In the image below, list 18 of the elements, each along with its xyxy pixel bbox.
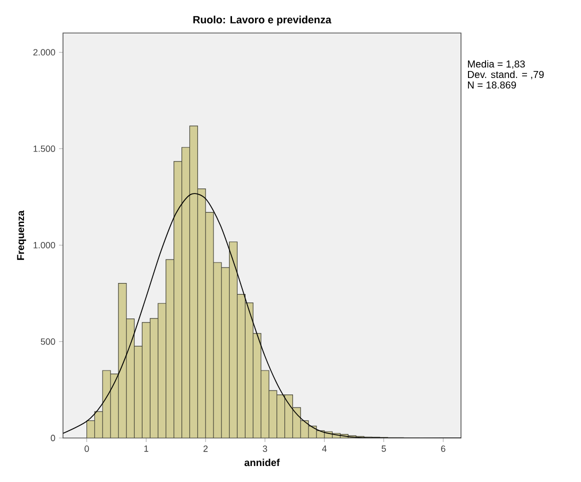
x-tick-label: 5 xyxy=(382,446,386,452)
chart-title: Ruolo: Lavoro e previdenza xyxy=(193,16,332,26)
y-tick-label: 1.500 xyxy=(34,146,56,152)
y-tick-label: 0 xyxy=(50,434,56,442)
y-axis-title: Frequenza xyxy=(17,210,26,260)
text: Media = 1,83 xyxy=(468,60,525,69)
x-tick-label: 6 xyxy=(441,446,446,452)
y-tick-label: 1.000 xyxy=(34,242,56,248)
y-tick-label: 2.000 xyxy=(33,49,56,56)
x-tick-label: 2 xyxy=(204,446,208,452)
x-axis-title: annidef xyxy=(244,458,280,466)
y-tick-label: 500 xyxy=(40,338,56,345)
x-tick-label: 3 xyxy=(262,446,268,452)
text: N = 18.869 xyxy=(468,81,516,89)
x-tick-label: 1 xyxy=(144,446,148,452)
x-tick-label: 4 xyxy=(322,446,327,452)
text: Dev. stand. = ,79 xyxy=(468,70,544,80)
x-tick-label: 0 xyxy=(84,446,89,452)
